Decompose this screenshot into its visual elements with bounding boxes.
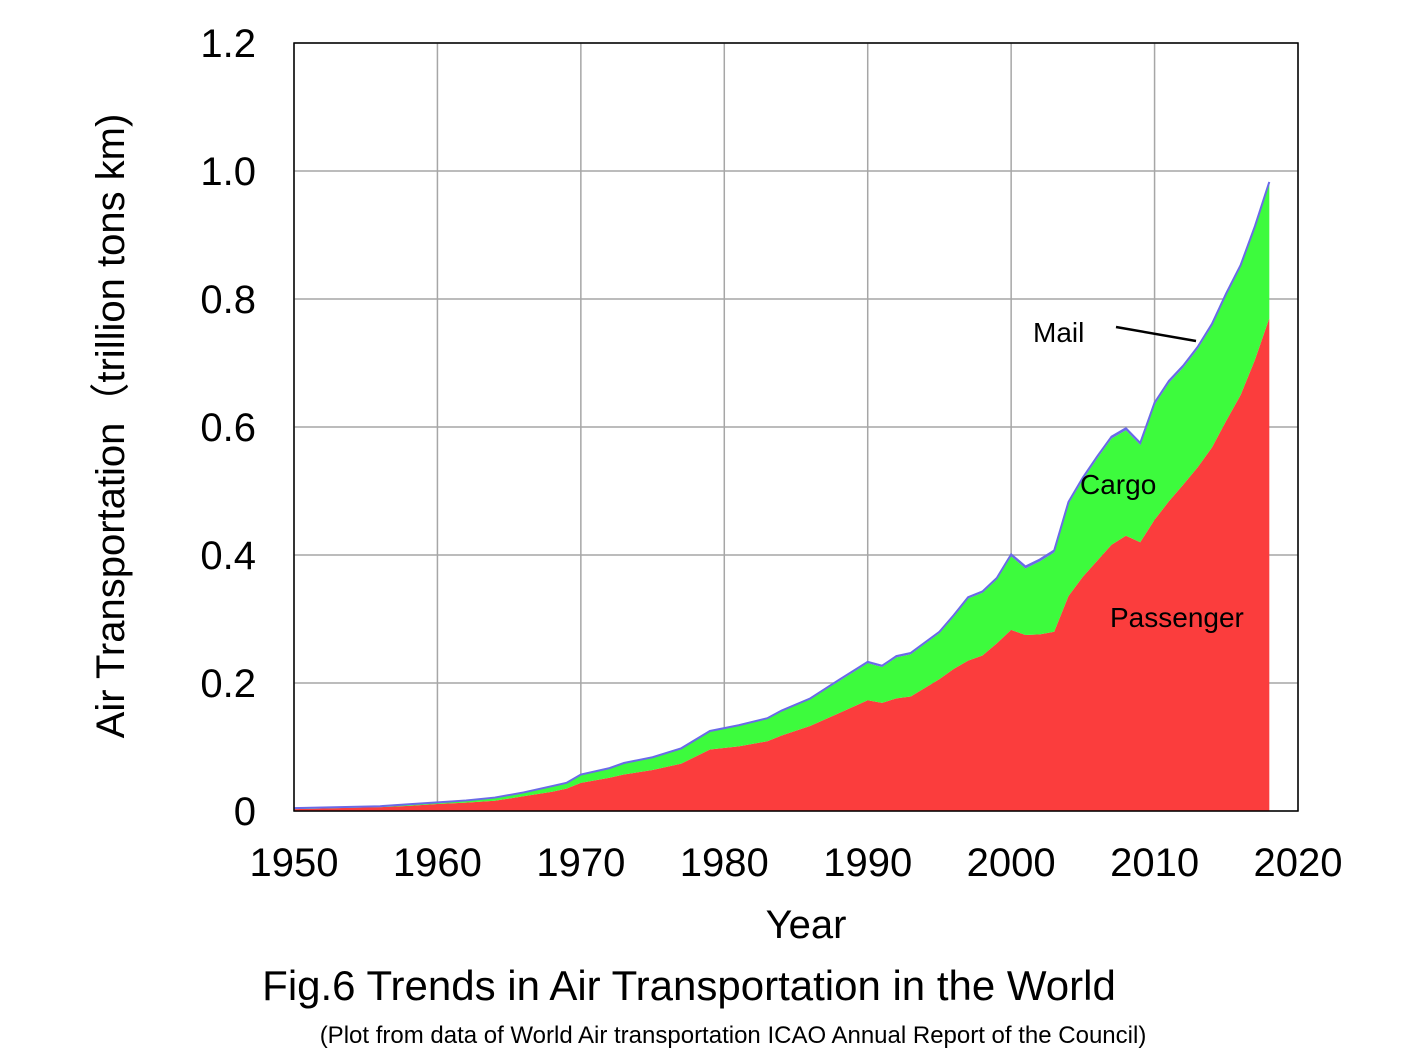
x-tick-label: 2020 — [1254, 841, 1343, 885]
stacked-areas — [293, 181, 1271, 811]
x-tick-label: 1980 — [680, 841, 769, 885]
cargo-annotation-label: Cargo — [1080, 469, 1156, 500]
x-tick-label: 2000 — [967, 841, 1056, 885]
y-tick-label: 0.4 — [200, 534, 256, 578]
y-axis-title: Air Transportation（trillion tons km) — [89, 114, 133, 739]
y-axis-tick-labels: 0 0.2 0.4 0.6 0.8 1.0 1.2 — [200, 22, 256, 834]
x-tick-label: 1990 — [823, 841, 912, 885]
gridlines — [293, 42, 1299, 812]
y-tick-label: 1.2 — [200, 22, 256, 66]
figure-source-note: (Plot from data of World Air transportat… — [319, 1022, 1147, 1049]
area-passenger — [294, 318, 1270, 811]
y-tick-label: 0.2 — [200, 662, 256, 706]
y-tick-label: 0.8 — [200, 278, 256, 322]
mail-top-line — [293, 181, 1271, 810]
y-tick-label: 0.6 — [200, 406, 256, 450]
x-axis-title: Year — [766, 903, 847, 947]
mail-annotation-leader-line — [1115, 325, 1197, 343]
x-tick-label: 1970 — [536, 841, 625, 885]
x-tick-label: 1960 — [393, 841, 482, 885]
y-tick-label: 0 — [234, 790, 256, 834]
area-cargo — [294, 183, 1270, 810]
x-tick-label: 1950 — [250, 841, 339, 885]
x-tick-label: 2010 — [1110, 841, 1199, 885]
passenger-annotation-label: Passenger — [1110, 602, 1244, 633]
plot-frame — [293, 42, 1299, 812]
figure-caption: Fig.6 Trends in Air Transportation in th… — [262, 962, 1116, 1009]
y-tick-label: 1.0 — [200, 150, 256, 194]
x-axis-tick-labels: 1950 1960 1970 1980 1990 2000 2010 2020 — [250, 841, 1343, 885]
mail-annotation-label: Mail — [1033, 317, 1084, 348]
plot-border — [293, 42, 1299, 812]
